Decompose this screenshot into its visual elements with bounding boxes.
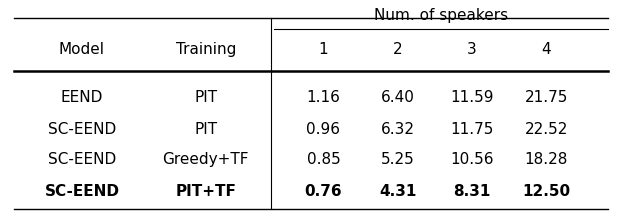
Text: 18.28: 18.28 [524,152,568,167]
Text: SC-EEND: SC-EEND [48,121,116,137]
Text: PIT: PIT [194,90,217,105]
Text: 11.75: 11.75 [450,121,494,137]
Text: SC-EEND: SC-EEND [48,152,116,167]
Text: 10.56: 10.56 [450,152,494,167]
Text: 4: 4 [542,42,551,57]
Text: PIT+TF: PIT+TF [175,184,236,199]
Text: 2: 2 [393,42,402,57]
Text: Model: Model [59,42,105,57]
Text: 0.76: 0.76 [305,184,342,199]
Text: 0.96: 0.96 [307,121,340,137]
Text: 1: 1 [318,42,328,57]
Text: 4.31: 4.31 [379,184,416,199]
Text: 11.59: 11.59 [450,90,494,105]
Text: 12.50: 12.50 [522,184,570,199]
Text: 22.52: 22.52 [524,121,568,137]
Text: Greedy+TF: Greedy+TF [162,152,249,167]
Text: 5.25: 5.25 [381,152,415,167]
Text: EEND: EEND [61,90,103,105]
Text: 0.85: 0.85 [307,152,340,167]
Text: Num. of speakers: Num. of speakers [374,8,508,23]
Text: 21.75: 21.75 [524,90,568,105]
Text: 6.40: 6.40 [381,90,415,105]
Text: 3: 3 [467,42,477,57]
Text: PIT: PIT [194,121,217,137]
Text: 6.32: 6.32 [381,121,415,137]
Text: SC-EEND: SC-EEND [44,184,119,199]
Text: Training: Training [175,42,236,57]
Text: 8.31: 8.31 [453,184,491,199]
Text: 1.16: 1.16 [307,90,340,105]
